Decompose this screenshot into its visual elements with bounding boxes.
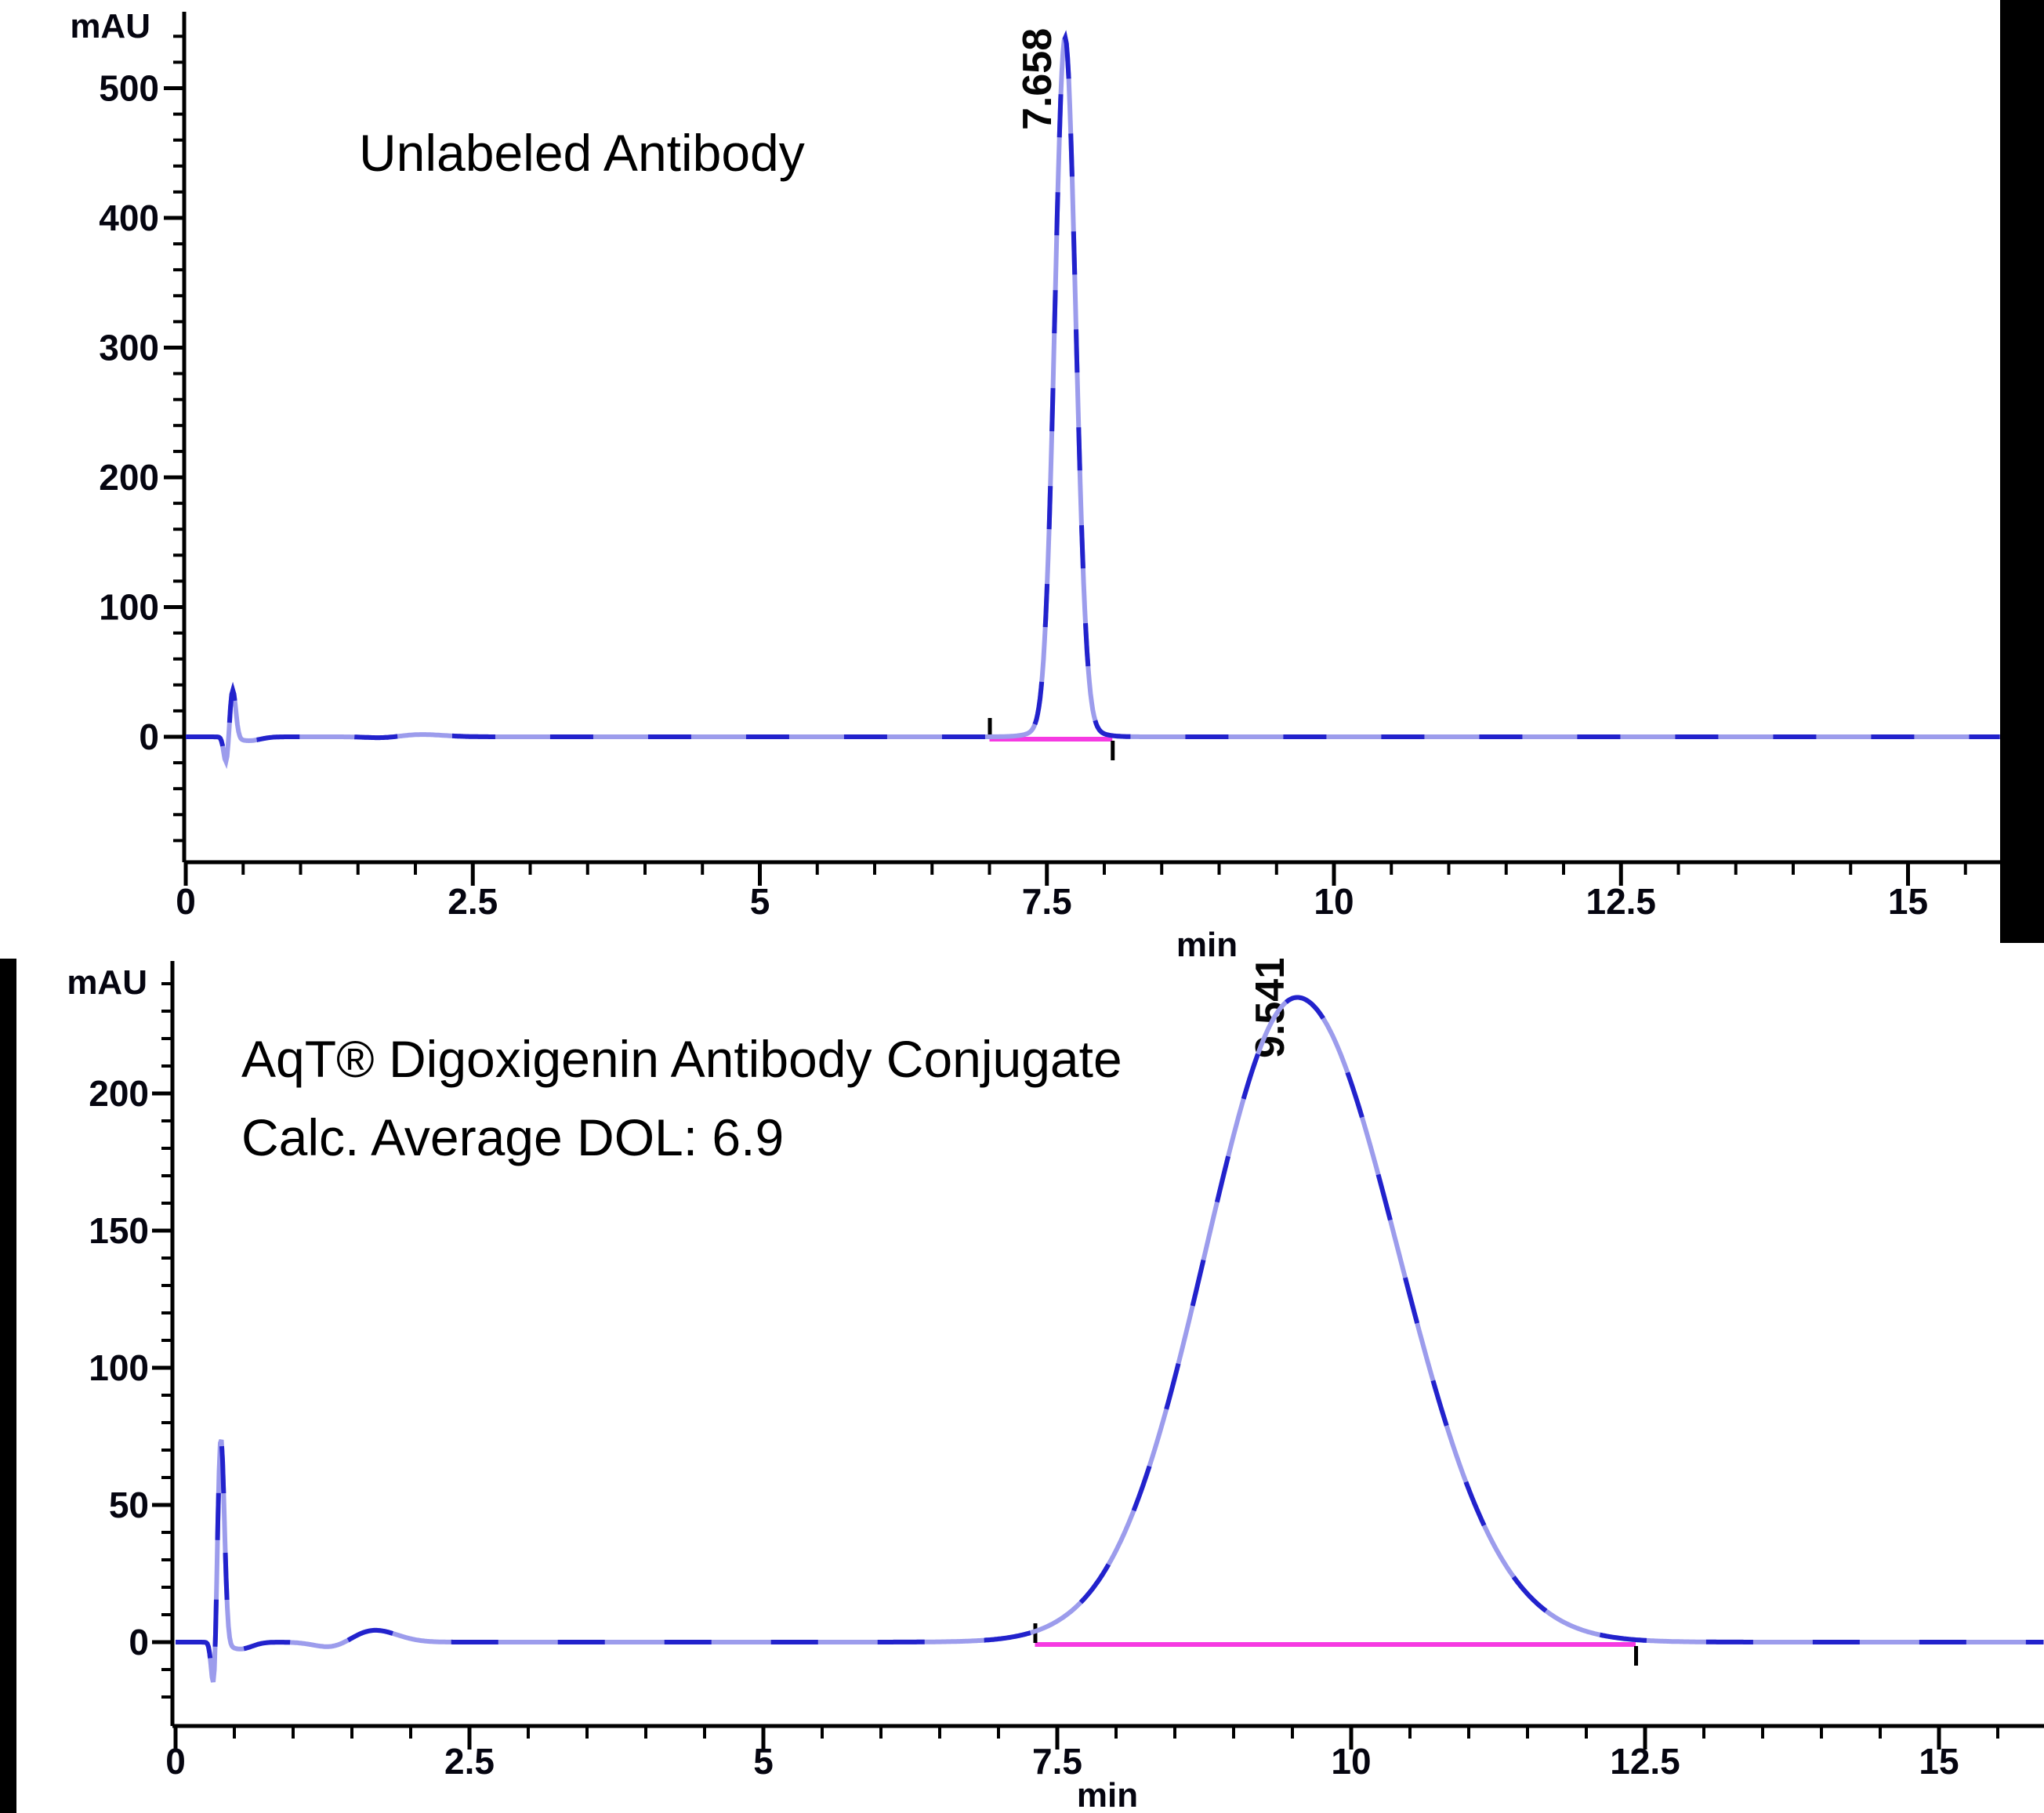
x-tick-label: 2.5 [448, 881, 498, 922]
x-tick-label: 12.5 [1610, 1741, 1680, 1782]
y-tick-label: 0 [129, 1622, 149, 1663]
chromatogram-conjugate: mAU AqT® Digoxigenin Antibody Conjugate … [67, 959, 2044, 1813]
y-tick-label: 150 [89, 1210, 149, 1251]
trace-line-light [176, 995, 2044, 1683]
chromatogram-unlabeled-antibody: mAU Unlabeled Antibody 7.658 min 0 2.5 5 7.… [70, 7, 2000, 959]
x-axis-unit-label: min [1176, 926, 1238, 959]
scan-artifact-bar-left [0, 959, 16, 1813]
x-tick-label: 5 [753, 1741, 774, 1782]
x-tick-label: 2.5 [444, 1741, 495, 1782]
x-tick-label: 5 [750, 881, 770, 922]
y-tick-label: 200 [99, 457, 159, 498]
plot-area: 0 2.5 5 7.5 10 12.5 15 0 100 200 300 400 500 [99, 12, 2000, 922]
x-tick-label: 12.5 [1586, 881, 1656, 922]
chart-annotation: Unlabeled Antibody [359, 124, 805, 182]
chart-annotation-line2: Calc. Average DOL: 6.9 [241, 1108, 784, 1166]
trace-line-dark [176, 995, 2044, 1683]
x-tick-label: 10 [1331, 1741, 1371, 1782]
integration-stop-marker [1111, 741, 1115, 760]
y-tick-label: 200 [89, 1073, 149, 1114]
y-tick-label: 100 [89, 1347, 149, 1388]
x-tick-label: 15 [1888, 881, 1928, 922]
y-tick-label: 400 [99, 198, 159, 238]
scan-artifact-bar-right [2000, 0, 2044, 943]
y-tick-label: 300 [99, 328, 159, 368]
x-tick-label: 10 [1314, 881, 1354, 922]
y-axis-unit-label: mAU [67, 963, 147, 1002]
y-axis-unit-label: mAU [70, 7, 150, 45]
x-tick-label: 7.5 [1032, 1741, 1082, 1782]
integration-stop-marker [1634, 1646, 1638, 1666]
peak-retention-time-label: 7.658 [1015, 28, 1060, 130]
chart-annotation-line1: AqT® Digoxigenin Antibody Conjugate [241, 1030, 1122, 1088]
x-tick-label: 15 [1919, 1741, 1959, 1782]
peak-retention-time-label: 9.541 [1248, 959, 1293, 1058]
x-tick-label: 0 [165, 1741, 186, 1782]
y-tick-label: 50 [109, 1485, 149, 1525]
x-axis-unit-label: min [1077, 1776, 1138, 1813]
y-tick-label: 500 [99, 68, 159, 109]
trace-line-dark [186, 30, 2000, 770]
x-tick-label: 0 [176, 881, 196, 922]
y-tick-label: 0 [139, 716, 159, 757]
integration-start-marker [988, 718, 992, 738]
y-tick-label: 100 [99, 587, 159, 628]
x-tick-label: 7.5 [1022, 881, 1072, 922]
